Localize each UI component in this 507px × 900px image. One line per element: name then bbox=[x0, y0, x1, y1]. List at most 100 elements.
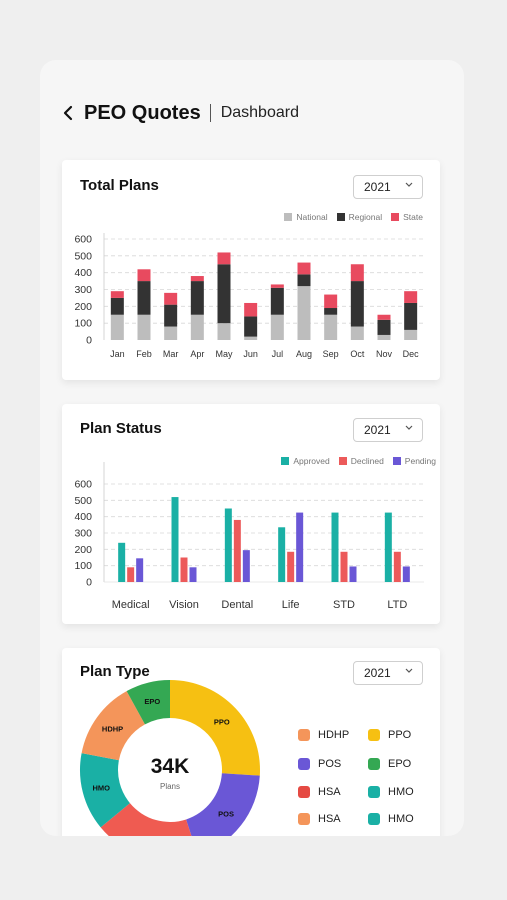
bar-approved bbox=[224, 508, 232, 582]
x-tick-label: Aug bbox=[296, 349, 312, 359]
x-tick-label: Jul bbox=[272, 349, 284, 359]
bar-pending bbox=[136, 558, 144, 582]
bar-segment-regional bbox=[217, 264, 231, 324]
donut-slice-pos bbox=[186, 773, 260, 836]
legend-item: EPO bbox=[368, 758, 411, 770]
bar-segment-regional bbox=[244, 316, 258, 337]
donut-slice-label: POS bbox=[218, 810, 234, 819]
y-tick-label: 200 bbox=[74, 544, 92, 556]
y-tick-label: 100 bbox=[74, 318, 92, 330]
legend-item: Pending bbox=[392, 456, 436, 466]
y-tick-label: 500 bbox=[74, 250, 92, 262]
x-tick-label: May bbox=[215, 349, 233, 359]
y-tick-label: 600 bbox=[74, 479, 92, 491]
x-tick-label: Feb bbox=[136, 349, 152, 359]
page-subtitle: Dashboard bbox=[220, 104, 299, 121]
year-value: 2021 bbox=[364, 180, 391, 194]
legend-swatch bbox=[368, 758, 380, 770]
page-title: PEO Quotes bbox=[84, 101, 201, 124]
y-tick-label: 100 bbox=[74, 560, 92, 572]
bar-segment-regional bbox=[164, 304, 178, 327]
chevron-down-icon bbox=[405, 668, 413, 673]
legend-label: PPO bbox=[388, 729, 412, 741]
bar-segment-state bbox=[324, 294, 338, 309]
bar-segment-national bbox=[324, 314, 338, 340]
legend-label: HSA bbox=[318, 813, 341, 825]
bar-declined bbox=[287, 551, 295, 582]
year-value: 2021 bbox=[364, 666, 391, 680]
card-title: Total Plans bbox=[80, 177, 159, 194]
y-tick-label: 600 bbox=[74, 234, 92, 246]
bar-pending bbox=[242, 550, 250, 582]
legend-label: HMO bbox=[388, 786, 414, 798]
donut-center-value: 34K bbox=[150, 755, 190, 778]
bar-segment-national bbox=[404, 329, 418, 340]
bar-segment-regional bbox=[190, 281, 204, 315]
x-tick-label: Mar bbox=[163, 349, 179, 359]
legend-item: HSA bbox=[298, 786, 341, 798]
legend-label: POS bbox=[318, 758, 342, 770]
donut-slice-label: EPO bbox=[144, 697, 160, 706]
bar-segment-national bbox=[217, 323, 231, 340]
donut-slice-epo bbox=[126, 680, 170, 725]
bar-segment-national bbox=[110, 314, 124, 340]
chart-legend: Approved Declined Pending bbox=[272, 456, 436, 466]
bar-segment-regional bbox=[270, 287, 284, 315]
legend-label: State bbox=[403, 212, 423, 222]
bar-segment-state bbox=[297, 262, 311, 275]
bar-segment-state bbox=[217, 252, 231, 265]
bar-approved bbox=[278, 527, 286, 582]
bar-segment-state bbox=[164, 292, 178, 305]
year-select[interactable]: 2021 bbox=[353, 661, 423, 685]
legend-item: National bbox=[284, 212, 328, 222]
bar-segment-state bbox=[404, 291, 418, 303]
x-tick-label: Vision bbox=[169, 599, 199, 611]
y-tick-label: 300 bbox=[74, 284, 92, 296]
legend-label: Declined bbox=[350, 456, 384, 466]
plan-type-donut: PPO POS HSA HMO HDHP EPO bbox=[79, 680, 260, 836]
bar-approved bbox=[331, 512, 339, 582]
bar-segment-regional bbox=[377, 319, 391, 335]
bar-segment-national bbox=[297, 286, 311, 340]
legend-swatch bbox=[298, 758, 310, 770]
bar-segment-national bbox=[270, 314, 284, 340]
legend-label: HMO bbox=[388, 813, 414, 825]
x-tick-label: STD bbox=[333, 599, 355, 611]
donut-slice-hmo bbox=[79, 753, 130, 828]
y-tick-label: 500 bbox=[74, 495, 92, 507]
bar-pending bbox=[349, 566, 357, 582]
x-tick-label: Dental bbox=[221, 599, 253, 611]
total-plans-chart: 0 100 200 300 400 500 600 Jan Feb Mar Apr May Jun Jul… bbox=[74, 233, 424, 359]
bar-declined bbox=[393, 551, 401, 582]
donut-slice-label: HMO bbox=[92, 784, 110, 793]
y-tick-label: 0 bbox=[86, 335, 92, 347]
chevron-down-icon bbox=[405, 182, 413, 187]
legend-item: HSA bbox=[298, 813, 341, 825]
x-tick-label: Jun bbox=[243, 349, 258, 359]
legend-item: Declined bbox=[338, 456, 384, 466]
bar-approved bbox=[118, 542, 126, 582]
bar-segment-national bbox=[137, 314, 151, 340]
year-select[interactable]: 2021 bbox=[353, 418, 423, 442]
legend-item: POS bbox=[298, 758, 341, 770]
y-tick-label: 0 bbox=[86, 577, 92, 589]
bar-segment-regional bbox=[110, 297, 124, 315]
bar-segment-state bbox=[350, 264, 364, 282]
year-select[interactable]: 2021 bbox=[353, 175, 423, 199]
bar-segment-state bbox=[377, 314, 391, 320]
x-tick-label: Sep bbox=[323, 349, 339, 359]
card-title: Plan Type bbox=[80, 663, 150, 680]
legend-label: EPO bbox=[388, 758, 412, 770]
bar-segment-state bbox=[244, 302, 258, 317]
donut-center-label: Plans bbox=[159, 782, 180, 791]
bar-segment-national bbox=[377, 334, 391, 340]
bar-segment-regional bbox=[324, 308, 338, 315]
app-screen: PEO Quotes Dashboard Total Plans 2021 Na… bbox=[40, 60, 464, 836]
y-tick-label: 200 bbox=[74, 301, 92, 313]
x-tick-label: LTD bbox=[387, 599, 407, 611]
bar-declined bbox=[340, 551, 348, 582]
donut-slice-label: HDHP bbox=[102, 724, 123, 733]
x-tick-label: Nov bbox=[376, 349, 393, 359]
back-button[interactable] bbox=[62, 102, 82, 124]
y-tick-label: 400 bbox=[74, 511, 92, 523]
